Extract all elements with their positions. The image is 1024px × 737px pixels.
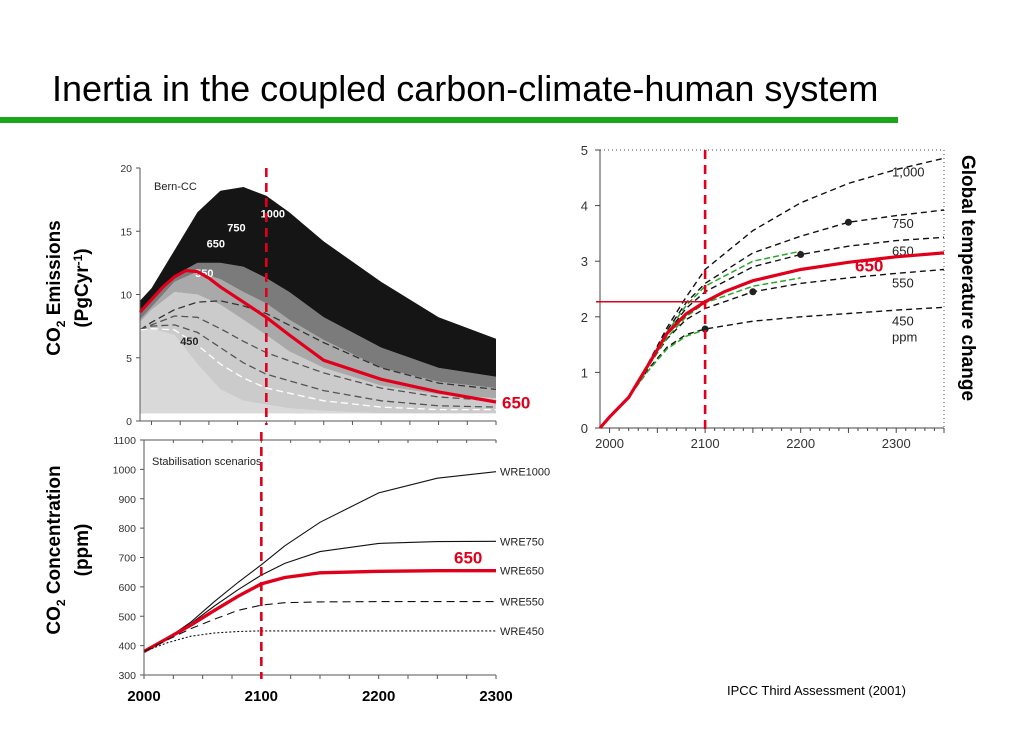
concentration-series-label-wre750: WRE750: [500, 536, 544, 548]
concentration-xtick-label: 2300: [479, 688, 512, 705]
emissions-band-750: [140, 262, 496, 389]
emissions-dashed-line-3: [139, 328, 496, 411]
emissions-dashed-line-2: [139, 324, 497, 408]
concentration-series-label-wre450: WRE450: [500, 626, 544, 638]
concentration-series-label-wre550: WRE550: [500, 597, 544, 609]
emissions-band-650: [140, 271, 496, 399]
concentration-ylabel-line1: CO2 Concentration: [44, 465, 68, 634]
title-rule: [0, 117, 898, 123]
temperature-650-label: 650: [855, 257, 883, 276]
concentration-plot-area: [140, 436, 564, 679]
slide-title: Inertia in the coupled carbon-climate-hu…: [52, 68, 879, 109]
temperature-marker-1: [749, 288, 757, 296]
emissions-ylabel-line1: CO2 Emissions: [44, 220, 68, 356]
emissions-area-label-650: 650: [207, 239, 225, 251]
temperature-line-650: [599, 236, 945, 429]
concentration-series-label-wre650: WRE650: [500, 566, 544, 578]
concentration-ytick-label: 800: [118, 523, 136, 535]
temperature-xtick-label: 2200: [786, 436, 815, 451]
emissions-ytick-label: 5: [126, 353, 132, 365]
emissions-band-550: [140, 292, 496, 414]
emissions-area-label-1000: 1000: [261, 208, 285, 220]
concentration-ytick-label: 700: [118, 553, 136, 565]
concentration-ytick-label: 600: [118, 582, 136, 594]
concentration-650-label: 650: [454, 548, 482, 567]
temperature-series-label-1000: 1,000: [892, 164, 925, 179]
temperature-marker-2: [797, 251, 805, 259]
concentration-ytick-label: 500: [118, 611, 136, 623]
concentration-ytick-label: 300: [118, 670, 136, 682]
temperature-line-750: [599, 209, 945, 429]
temperature-ytick-label: 1: [581, 365, 588, 380]
emissions-chart-title: Bern-CC: [154, 181, 197, 193]
temperature-ytick-label: 5: [581, 143, 588, 158]
source-note: IPCC Third Assessment (2001): [727, 683, 906, 698]
concentration-ytick-label: 400: [118, 641, 136, 653]
temperature-ytick-label: 2: [581, 310, 588, 325]
concentration-line-wre550: [143, 601, 496, 652]
concentration-ytick-label: 1100: [113, 435, 136, 447]
emissions-dashed-line-1: [139, 315, 497, 402]
emissions-band-1000: [140, 187, 496, 377]
concentration-ytick-label: 900: [118, 494, 136, 506]
concentration-series-label-wre1000: WRE1000: [500, 467, 550, 479]
emissions-ytick-label: 10: [120, 290, 132, 302]
temperature-series-label-450: 450: [892, 313, 914, 328]
concentration-line-wre450: [143, 630, 496, 653]
emissions-650-label: 650: [502, 393, 530, 412]
temperature-ytick-label: 0: [581, 421, 588, 436]
emissions-ylabel-line2: (PgCyr-1): [71, 248, 93, 327]
emissions-area-label-750: 750: [227, 222, 245, 234]
temperature-xtick-label: 2300: [882, 436, 911, 451]
concentration-xtick-label: 2200: [362, 688, 395, 705]
emissions-ytick-label: 20: [120, 163, 132, 175]
emissions-chart: Bern-CC CO2 Emissions (PgCyr-1) 10007506…: [44, 163, 530, 428]
concentration-chart: Stabilisation scenarios CO2 Concentratio…: [44, 432, 564, 705]
temperature-marker-3: [844, 218, 852, 226]
emissions-ytick-label: 15: [120, 226, 132, 238]
temperature-series-label-550: 550: [892, 276, 914, 291]
temperature-plot-area: [597, 140, 945, 458]
temperature-ylabel: Global temperature change: [957, 155, 978, 401]
temperature-series-label-750: 750: [892, 216, 914, 231]
concentration-ytick-label: 1000: [113, 464, 137, 476]
temperature-unit-label: ppm: [892, 329, 917, 344]
concentration-line-wre1000: [143, 471, 497, 652]
concentration-xtick-label: 2100: [245, 688, 278, 705]
emissions-band-450-fill: [140, 328, 496, 414]
concentration-chart-title: Stabilisation scenarios: [152, 456, 262, 468]
concentration-xtick-label: 2000: [127, 688, 160, 705]
emissions-red-curve: [138, 268, 497, 404]
temperature-line-450: [599, 306, 945, 429]
emissions-area-label-450: 450: [180, 336, 198, 348]
concentration-ylabel-line2: (ppm): [72, 524, 93, 577]
temperature-xtick-label: 2100: [691, 436, 720, 451]
emissions-dashed-line-0: [139, 300, 497, 391]
temperature-line-1000: [599, 157, 945, 429]
temperature-chart: Global temperature change 0 1 2 3 4 5 2000 2100…: [581, 140, 978, 458]
temperature-ytick-label: 3: [581, 254, 588, 269]
temperature-ytick-label: 4: [581, 199, 588, 214]
temperature-marker-0: [701, 325, 709, 333]
temperature-line-550: [599, 268, 945, 429]
emissions-ytick-label: 0: [126, 416, 132, 428]
temperature-xtick-label: 2000: [595, 436, 624, 451]
